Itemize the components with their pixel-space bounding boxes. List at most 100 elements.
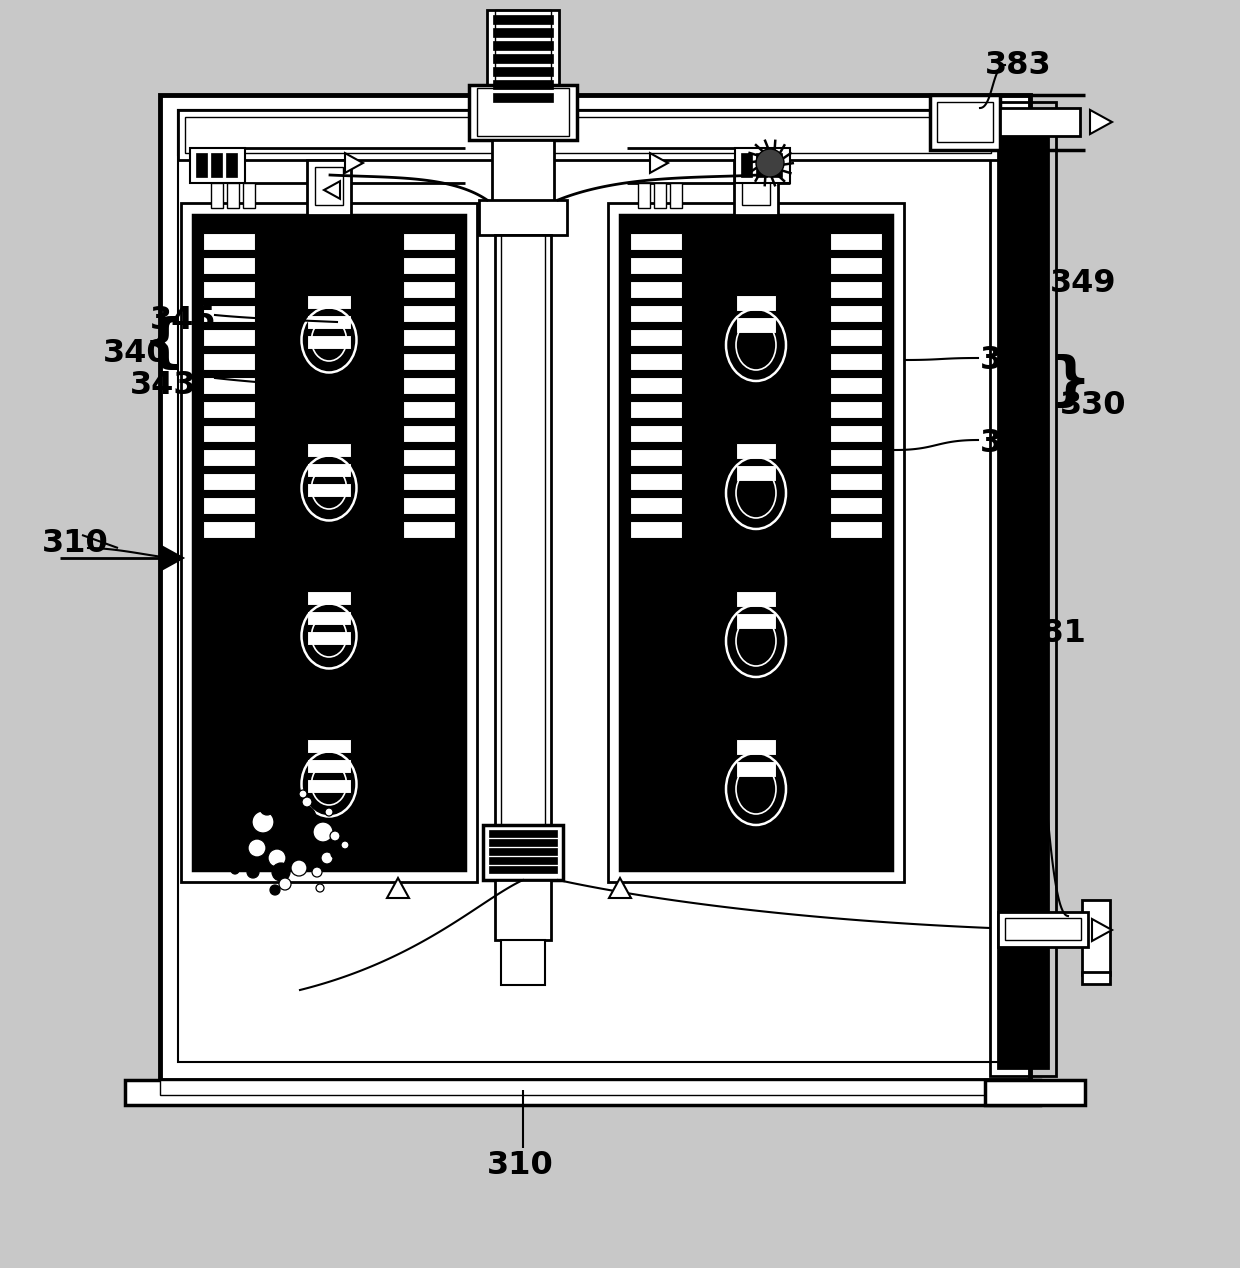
- Text: 335: 335: [980, 345, 1047, 377]
- Bar: [830, 257, 882, 274]
- Text: 340: 340: [103, 339, 170, 369]
- Bar: [226, 153, 237, 178]
- Polygon shape: [324, 181, 340, 199]
- Bar: [211, 183, 223, 208]
- Circle shape: [241, 831, 253, 842]
- Bar: [308, 739, 351, 753]
- Bar: [495, 880, 551, 940]
- Bar: [608, 203, 904, 883]
- Bar: [308, 483, 351, 497]
- Bar: [734, 160, 777, 216]
- Bar: [227, 183, 239, 208]
- Bar: [830, 473, 882, 489]
- Text: 383: 383: [985, 49, 1052, 81]
- Bar: [630, 257, 682, 274]
- Bar: [403, 306, 455, 322]
- Bar: [403, 281, 455, 298]
- Bar: [492, 139, 554, 216]
- Polygon shape: [650, 153, 668, 172]
- Bar: [495, 235, 551, 825]
- Bar: [403, 377, 455, 394]
- Bar: [203, 281, 255, 298]
- Polygon shape: [387, 877, 409, 898]
- Bar: [742, 167, 770, 205]
- Bar: [185, 117, 991, 153]
- Bar: [315, 167, 343, 205]
- Bar: [203, 401, 255, 418]
- Circle shape: [260, 801, 274, 815]
- Bar: [737, 761, 776, 777]
- Circle shape: [234, 813, 244, 823]
- Circle shape: [341, 841, 348, 850]
- Bar: [403, 497, 455, 514]
- Bar: [181, 203, 477, 883]
- Bar: [203, 497, 255, 514]
- Bar: [160, 1080, 999, 1096]
- Bar: [308, 760, 351, 773]
- Bar: [489, 866, 557, 872]
- Bar: [830, 377, 882, 394]
- Bar: [494, 67, 553, 76]
- Text: 310: 310: [486, 1150, 553, 1181]
- Text: 310: 310: [42, 527, 109, 559]
- Bar: [243, 183, 255, 208]
- Bar: [193, 216, 465, 870]
- Circle shape: [330, 831, 340, 841]
- Bar: [494, 55, 553, 63]
- Circle shape: [291, 860, 308, 876]
- Circle shape: [312, 867, 322, 877]
- Circle shape: [306, 841, 320, 855]
- Text: 330: 330: [1060, 391, 1126, 421]
- Bar: [494, 28, 553, 37]
- Circle shape: [299, 790, 308, 798]
- Circle shape: [272, 864, 290, 881]
- Circle shape: [268, 850, 286, 867]
- Bar: [308, 463, 351, 477]
- Bar: [179, 110, 1013, 1063]
- Bar: [630, 328, 682, 346]
- Bar: [737, 612, 776, 629]
- Circle shape: [236, 851, 250, 865]
- Bar: [494, 41, 553, 49]
- Text: {: {: [143, 317, 185, 374]
- Circle shape: [331, 850, 339, 858]
- Bar: [742, 153, 751, 178]
- Bar: [196, 153, 207, 178]
- Bar: [630, 521, 682, 538]
- Bar: [630, 377, 682, 394]
- Bar: [830, 497, 882, 514]
- Bar: [403, 401, 455, 418]
- Bar: [203, 473, 255, 489]
- Bar: [830, 328, 882, 346]
- Bar: [630, 233, 682, 250]
- Bar: [403, 233, 455, 250]
- Circle shape: [312, 822, 334, 842]
- Polygon shape: [1092, 919, 1112, 941]
- Bar: [756, 153, 768, 178]
- Bar: [830, 233, 882, 250]
- Circle shape: [269, 824, 301, 856]
- Bar: [403, 353, 455, 370]
- Bar: [211, 153, 222, 178]
- Bar: [737, 739, 776, 754]
- Bar: [489, 848, 557, 855]
- Circle shape: [321, 852, 334, 864]
- Circle shape: [290, 805, 316, 831]
- Bar: [308, 611, 351, 625]
- Bar: [999, 108, 1080, 136]
- Bar: [190, 148, 246, 183]
- Bar: [203, 353, 255, 370]
- Bar: [985, 1080, 1085, 1104]
- Bar: [630, 281, 682, 298]
- Bar: [484, 825, 563, 880]
- Bar: [494, 93, 553, 101]
- Bar: [930, 95, 999, 150]
- Bar: [735, 148, 790, 183]
- Circle shape: [316, 884, 324, 891]
- Bar: [160, 95, 1030, 1080]
- Polygon shape: [345, 153, 363, 172]
- Circle shape: [267, 791, 277, 801]
- Text: 343: 343: [130, 370, 196, 401]
- Bar: [469, 85, 577, 139]
- Bar: [830, 353, 882, 370]
